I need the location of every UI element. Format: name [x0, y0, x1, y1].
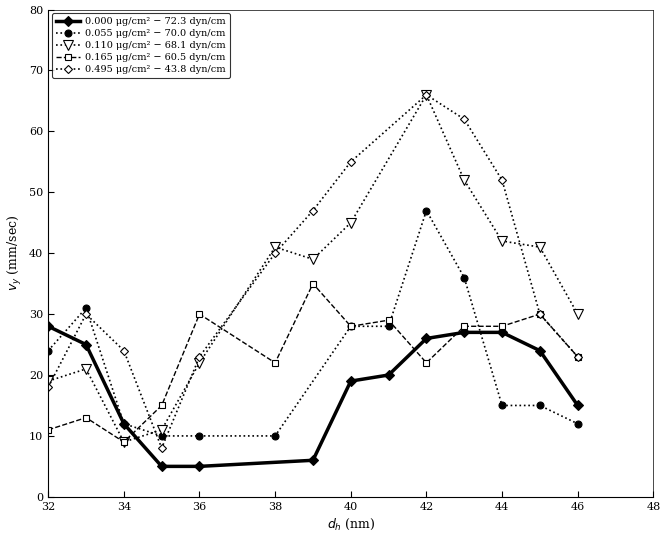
0.495 μg/cm² − 43.8 dyn/cm [347, 159, 355, 165]
0.165 μg/cm² − 60.5 dyn/cm [196, 311, 204, 317]
0.110 μg/cm² − 68.1 dyn/cm [82, 366, 90, 372]
0.000 μg/cm² − 72.3 dyn/cm [384, 372, 392, 378]
0.055 μg/cm² − 70.0 dyn/cm [498, 402, 506, 409]
0.110 μg/cm² − 68.1 dyn/cm [536, 244, 544, 250]
0.495 μg/cm² − 43.8 dyn/cm [573, 353, 581, 360]
0.055 μg/cm² − 70.0 dyn/cm [271, 433, 279, 439]
0.110 μg/cm² − 68.1 dyn/cm [120, 439, 128, 445]
0.165 μg/cm² − 60.5 dyn/cm [120, 439, 128, 445]
0.000 μg/cm² − 72.3 dyn/cm [196, 463, 204, 470]
0.000 μg/cm² − 72.3 dyn/cm [460, 329, 468, 336]
0.165 μg/cm² − 60.5 dyn/cm [271, 359, 279, 366]
0.000 μg/cm² − 72.3 dyn/cm [498, 329, 506, 336]
X-axis label: $d_h$ (nm): $d_h$ (nm) [326, 517, 375, 533]
0.055 μg/cm² − 70.0 dyn/cm [196, 433, 204, 439]
0.165 μg/cm² − 60.5 dyn/cm [44, 427, 52, 433]
0.110 μg/cm² − 68.1 dyn/cm [309, 256, 317, 263]
0.165 μg/cm² − 60.5 dyn/cm [536, 311, 544, 317]
0.055 μg/cm² − 70.0 dyn/cm [158, 433, 166, 439]
0.165 μg/cm² − 60.5 dyn/cm [347, 323, 355, 329]
Line: 0.000 μg/cm² − 72.3 dyn/cm: 0.000 μg/cm² − 72.3 dyn/cm [45, 323, 581, 470]
0.110 μg/cm² − 68.1 dyn/cm [498, 238, 506, 244]
0.000 μg/cm² − 72.3 dyn/cm [422, 335, 430, 342]
0.110 μg/cm² − 68.1 dyn/cm [271, 244, 279, 250]
0.055 μg/cm² − 70.0 dyn/cm [536, 402, 544, 409]
0.000 μg/cm² − 72.3 dyn/cm [347, 378, 355, 384]
0.495 μg/cm² − 43.8 dyn/cm [460, 116, 468, 123]
0.110 μg/cm² − 68.1 dyn/cm [44, 378, 52, 384]
0.165 μg/cm² − 60.5 dyn/cm [460, 323, 468, 329]
0.055 μg/cm² − 70.0 dyn/cm [460, 274, 468, 281]
0.495 μg/cm² − 43.8 dyn/cm [498, 177, 506, 183]
0.495 μg/cm² − 43.8 dyn/cm [309, 207, 317, 214]
0.000 μg/cm² − 72.3 dyn/cm [120, 421, 128, 427]
0.000 μg/cm² − 72.3 dyn/cm [573, 402, 581, 409]
Legend: 0.000 μg/cm² − 72.3 dyn/cm, 0.055 μg/cm² − 70.0 dyn/cm, 0.110 μg/cm² − 68.1 dyn/: 0.000 μg/cm² − 72.3 dyn/cm, 0.055 μg/cm²… [52, 13, 230, 78]
0.495 μg/cm² − 43.8 dyn/cm [422, 91, 430, 98]
0.110 μg/cm² − 68.1 dyn/cm [196, 359, 204, 366]
Line: 0.165 μg/cm² − 60.5 dyn/cm: 0.165 μg/cm² − 60.5 dyn/cm [45, 281, 581, 445]
0.000 μg/cm² − 72.3 dyn/cm [82, 341, 90, 348]
0.495 μg/cm² − 43.8 dyn/cm [82, 311, 90, 317]
0.495 μg/cm² − 43.8 dyn/cm [271, 250, 279, 257]
0.000 μg/cm² − 72.3 dyn/cm [309, 457, 317, 464]
0.110 μg/cm² − 68.1 dyn/cm [158, 427, 166, 433]
0.165 μg/cm² − 60.5 dyn/cm [309, 280, 317, 287]
0.495 μg/cm² − 43.8 dyn/cm [44, 384, 52, 391]
0.110 μg/cm² − 68.1 dyn/cm [347, 220, 355, 226]
0.165 μg/cm² − 60.5 dyn/cm [158, 402, 166, 409]
0.495 μg/cm² − 43.8 dyn/cm [196, 353, 204, 360]
0.055 μg/cm² − 70.0 dyn/cm [384, 323, 392, 329]
0.055 μg/cm² − 70.0 dyn/cm [422, 207, 430, 214]
0.165 μg/cm² − 60.5 dyn/cm [498, 323, 506, 329]
0.000 μg/cm² − 72.3 dyn/cm [158, 463, 166, 470]
0.110 μg/cm² − 68.1 dyn/cm [460, 177, 468, 183]
0.110 μg/cm² − 68.1 dyn/cm [422, 91, 430, 98]
0.495 μg/cm² − 43.8 dyn/cm [120, 348, 128, 354]
0.055 μg/cm² − 70.0 dyn/cm [347, 323, 355, 329]
0.165 μg/cm² − 60.5 dyn/cm [422, 359, 430, 366]
0.055 μg/cm² − 70.0 dyn/cm [120, 421, 128, 427]
0.055 μg/cm² − 70.0 dyn/cm [44, 348, 52, 354]
0.000 μg/cm² − 72.3 dyn/cm [536, 348, 544, 354]
Y-axis label: $v_y$ (mm/sec): $v_y$ (mm/sec) [5, 215, 23, 292]
Line: 0.055 μg/cm² − 70.0 dyn/cm: 0.055 μg/cm² − 70.0 dyn/cm [45, 207, 581, 440]
0.055 μg/cm² − 70.0 dyn/cm [82, 305, 90, 312]
Line: 0.110 μg/cm² − 68.1 dyn/cm: 0.110 μg/cm² − 68.1 dyn/cm [43, 90, 583, 447]
0.165 μg/cm² − 60.5 dyn/cm [82, 414, 90, 421]
Line: 0.495 μg/cm² − 43.8 dyn/cm: 0.495 μg/cm² − 43.8 dyn/cm [45, 92, 581, 451]
0.495 μg/cm² − 43.8 dyn/cm [536, 311, 544, 317]
0.165 μg/cm² − 60.5 dyn/cm [573, 353, 581, 360]
0.000 μg/cm² − 72.3 dyn/cm [44, 323, 52, 329]
0.165 μg/cm² − 60.5 dyn/cm [384, 317, 392, 323]
0.495 μg/cm² − 43.8 dyn/cm [158, 445, 166, 451]
0.110 μg/cm² − 68.1 dyn/cm [573, 311, 581, 317]
0.055 μg/cm² − 70.0 dyn/cm [573, 421, 581, 427]
